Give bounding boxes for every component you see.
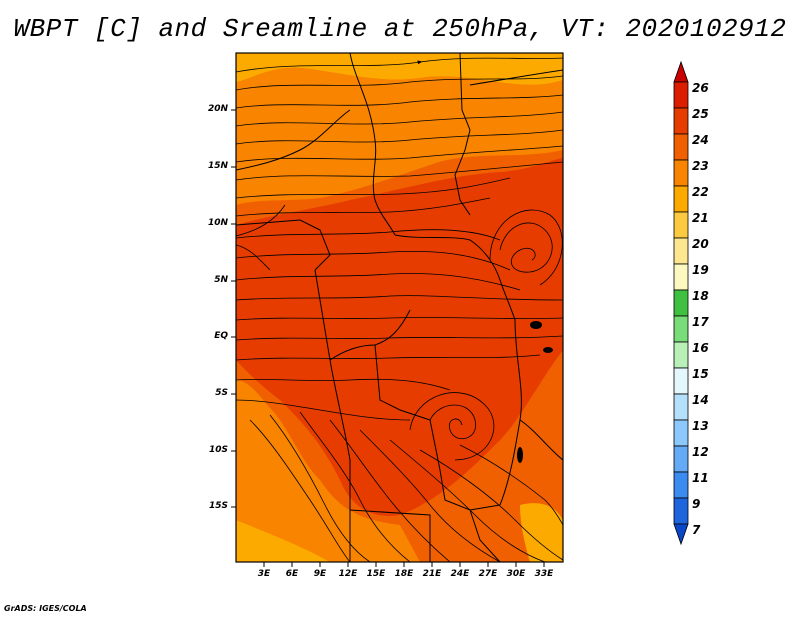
lon-label: 18E [394, 569, 414, 579]
country-borders [236, 53, 563, 562]
colorbar-segment [673, 393, 689, 421]
colorbar-segment [673, 471, 689, 499]
colorbar-bottom-arrow [673, 523, 689, 546]
colorbar-segment [673, 289, 689, 317]
lon-label: 27E [478, 569, 498, 579]
lat-label: 5N [214, 275, 228, 285]
colorbar-label: 25 [692, 107, 709, 121]
lon-label: 33E [534, 569, 554, 579]
colorbar-label: 13 [692, 419, 709, 433]
lakes [517, 321, 553, 463]
colorbar-segment [673, 263, 689, 291]
colorbar-label: 9 [692, 497, 701, 511]
lon-label: 12E [338, 569, 358, 579]
colorbar-label: 11 [692, 471, 709, 485]
footer-credit: GrADS: IGES/COLA [4, 604, 87, 613]
colorbar-segment [673, 315, 689, 343]
colorbar-label: 15 [692, 367, 709, 381]
lon-label: 9E [313, 569, 327, 579]
lat-label: 10S [208, 445, 228, 455]
lon-label: 15E [366, 569, 386, 579]
colorbar-label: 26 [692, 81, 709, 95]
colorbar-label: 20 [692, 237, 709, 251]
colorbar-segment [673, 133, 689, 161]
colorbar [673, 60, 689, 546]
wbpt-field [236, 53, 563, 562]
lat-ticks [231, 109, 236, 508]
colorbar-label: 18 [692, 289, 709, 303]
lat-label: 15N [207, 161, 228, 171]
colorbar-segment [673, 419, 689, 447]
colorbar-label: 22 [692, 185, 709, 199]
colorbar-segment [673, 497, 689, 525]
colorbar-label: 16 [692, 341, 709, 355]
map-frame [235, 52, 564, 563]
lat-label: EQ [214, 331, 228, 341]
lat-label: 5S [215, 388, 228, 398]
colorbar-segment [673, 341, 689, 369]
colorbar-segment [673, 185, 689, 213]
lon-label: 24E [450, 569, 470, 579]
colorbar-segment [673, 81, 689, 109]
colorbar-top-arrow [673, 60, 689, 83]
chart-title: WBPT [C] and Sreamline at 250hPa, VT: 20… [13, 14, 787, 44]
colorbar-label: 14 [692, 393, 709, 407]
lat-label: 20N [207, 104, 228, 114]
lon-ticks [263, 562, 545, 567]
colorbar-segment [673, 237, 689, 265]
colorbar-label: 19 [692, 263, 709, 277]
lon-label: 30E [506, 569, 526, 579]
colorbar-label: 17 [692, 315, 709, 329]
colorbar-segment [673, 159, 689, 187]
colorbar-label: 21 [692, 211, 709, 225]
colorbar-segment [673, 367, 689, 395]
colorbar-label: 24 [692, 133, 709, 147]
colorbar-segment [673, 445, 689, 473]
lon-label: 6E [285, 569, 299, 579]
lon-label: 3E [257, 569, 271, 579]
colorbar-label: 12 [692, 445, 709, 459]
lat-label: 10N [207, 218, 228, 228]
lon-label: 21E [422, 569, 442, 579]
colorbar-label: 7 [692, 523, 701, 537]
lat-label: 15S [208, 501, 228, 511]
colorbar-segment [673, 211, 689, 239]
colorbar-segment [673, 107, 689, 135]
streamlines [236, 57, 563, 562]
colorbar-label: 23 [692, 159, 709, 173]
